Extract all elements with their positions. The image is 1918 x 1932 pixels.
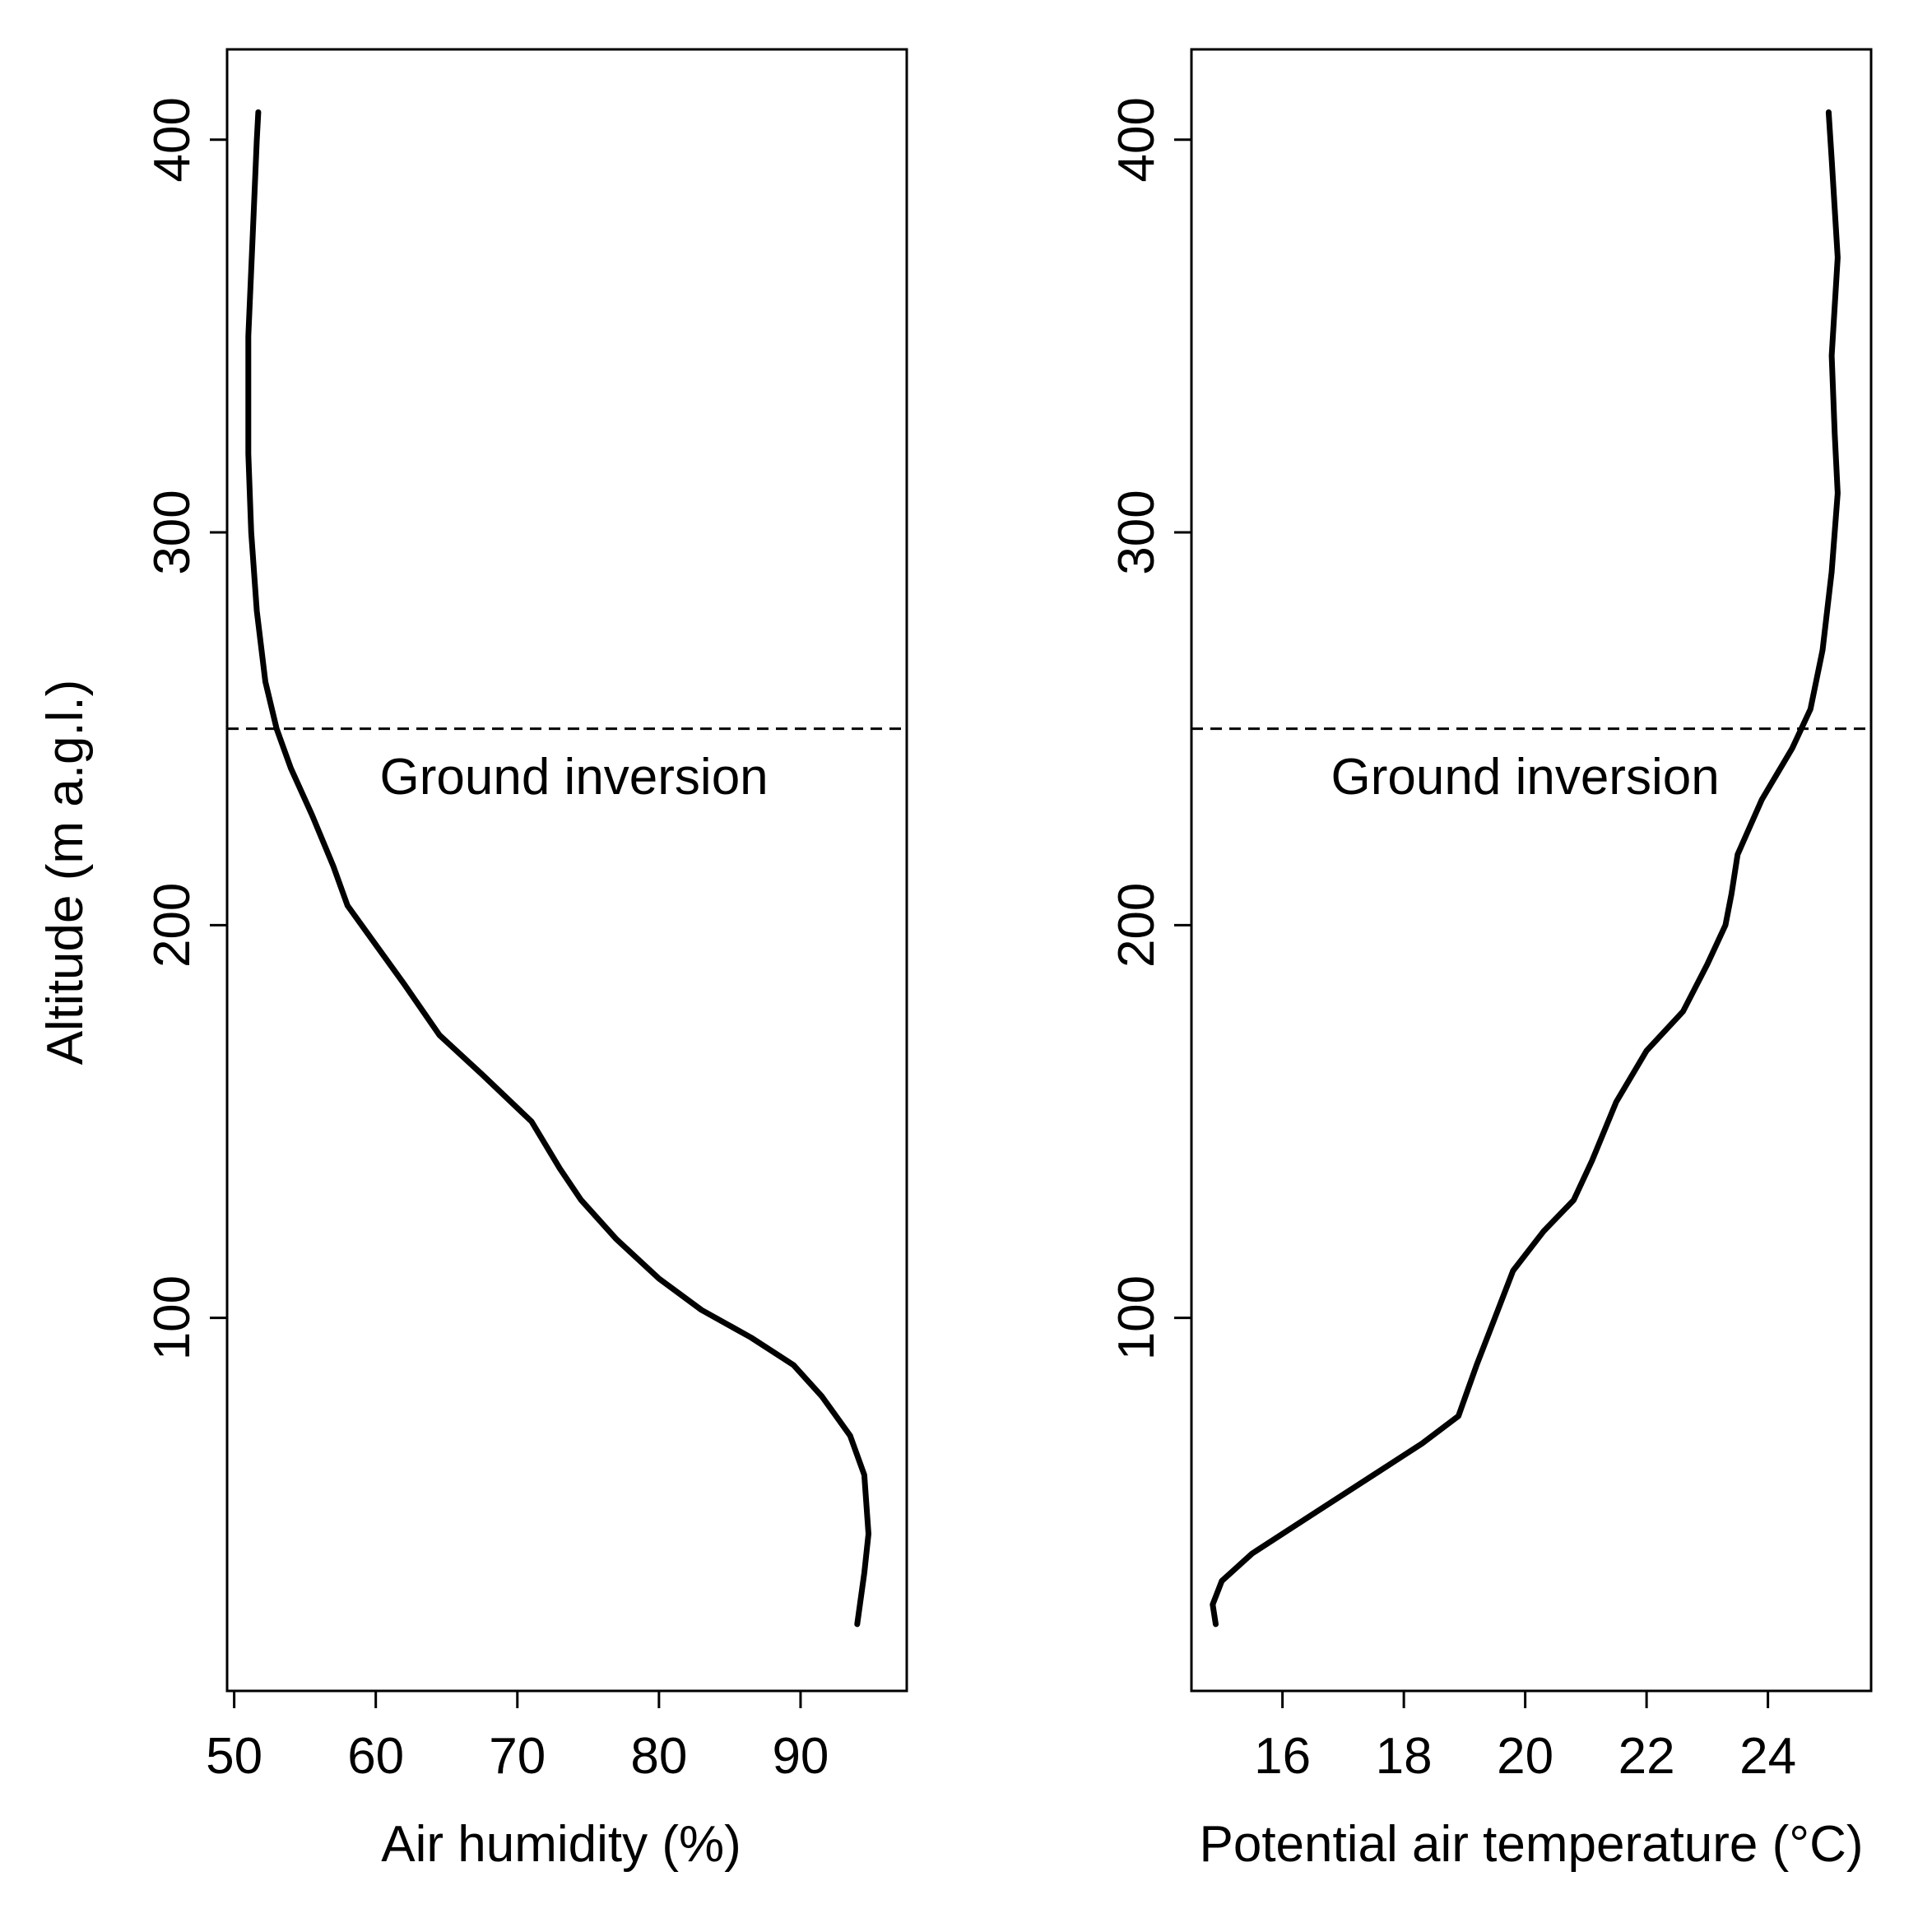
temperature-x-tick-label: 24	[1739, 1728, 1796, 1785]
temperature-y-ticks: 100 200 300 400	[1108, 97, 1191, 1360]
temperature-x-tick-label: 22	[1618, 1728, 1675, 1785]
humidity-x-axis-label: Air humidity (%)	[381, 1816, 741, 1873]
humidity-x-tick-label: 50	[206, 1728, 262, 1785]
humidity-plot-frame	[225, 48, 908, 1693]
temperature-y-tick-label: 300	[1108, 490, 1165, 574]
humidity-x-tick-label: 60	[347, 1728, 404, 1785]
humidity-y-tick-label: 300	[144, 490, 201, 574]
humidity-inversion-annotation: Ground inversion	[380, 749, 769, 806]
humidity-y-tick-label: 200	[144, 883, 201, 968]
humidity-x-ticks: 50 60 70 80 90	[206, 1689, 829, 1785]
humidity-profile-line	[245, 109, 871, 1628]
temperature-y-tick-label: 100	[1108, 1275, 1165, 1360]
altitude-y-axis-label: Altitude (m a.g.l.)	[37, 680, 94, 1066]
temperature-plot-frame	[1190, 48, 1873, 1693]
temperature-panel: Ground inversion 16 18 20 22 24 100 200 300 400…	[1108, 48, 1873, 1873]
humidity-x-tick-label: 90	[772, 1728, 829, 1785]
temperature-x-axis-label: Potential air temperature (°C)	[1200, 1816, 1864, 1873]
temperature-x-tick-label: 18	[1376, 1728, 1433, 1785]
humidity-y-tick-label: 400	[144, 97, 201, 182]
temperature-x-ticks: 16 18 20 22 24	[1254, 1689, 1796, 1785]
temperature-y-tick-label: 200	[1108, 883, 1165, 968]
temperature-x-tick-label: 20	[1497, 1728, 1553, 1785]
humidity-y-tick-label: 100	[144, 1275, 201, 1360]
humidity-x-tick-label: 70	[489, 1728, 546, 1785]
temperature-profile-line	[1210, 109, 1841, 1628]
humidity-x-tick-label: 80	[630, 1728, 687, 1785]
temperature-x-tick-label: 16	[1254, 1728, 1311, 1785]
humidity-y-ticks: 100 200 300 400	[144, 97, 227, 1360]
temperature-y-tick-label: 400	[1108, 97, 1165, 182]
temperature-inversion-annotation: Ground inversion	[1331, 749, 1720, 806]
humidity-panel: Ground inversion 50 60 70 80 90 100 200 300 400…	[37, 48, 908, 1873]
